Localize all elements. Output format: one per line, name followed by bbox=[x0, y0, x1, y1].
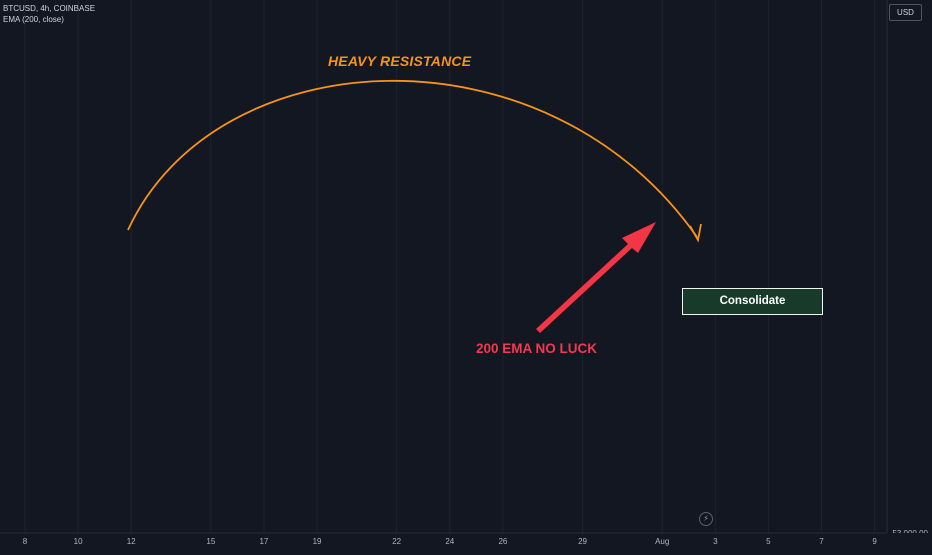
x-tick-label: 19 bbox=[313, 537, 322, 546]
x-tick-label: 15 bbox=[206, 537, 215, 546]
x-tick-label: 8 bbox=[23, 537, 28, 546]
grid bbox=[0, 0, 887, 534]
x-tick-label: 24 bbox=[445, 537, 454, 546]
x-tick-label: Aug bbox=[655, 537, 669, 546]
x-tick-label: 17 bbox=[259, 537, 268, 546]
ema-note-label: 200 EMA NO LUCK bbox=[476, 341, 598, 356]
y-axis-background bbox=[887, 0, 932, 550]
indicator-title: EMA (200, close) bbox=[3, 15, 64, 24]
lightning-icon[interactable]: ⚡ bbox=[699, 512, 713, 526]
x-tick-label: 5 bbox=[766, 537, 771, 546]
heavy-resistance-label: HEAVY RESISTANCE bbox=[328, 53, 472, 69]
resistance-arc bbox=[127, 79, 698, 238]
chart-legend: BTCUSD, 4h, COINBASE EMA (200, close) bbox=[3, 3, 95, 25]
drawings bbox=[127, 79, 702, 333]
symbol-title: BTCUSD, 4h, COINBASE bbox=[3, 4, 96, 13]
ema-arrow bbox=[536, 222, 656, 333]
x-tick-label: 3 bbox=[713, 537, 718, 546]
x-tick-label: 12 bbox=[127, 537, 136, 546]
x-tick-label: 10 bbox=[74, 537, 83, 546]
x-axis-background bbox=[0, 533, 932, 550]
x-tick-label: 26 bbox=[498, 537, 507, 546]
x-tick-label: 29 bbox=[578, 537, 587, 546]
resistance-arc-arrowhead bbox=[689, 223, 702, 243]
x-tick-label: 7 bbox=[819, 537, 824, 546]
x-tick-label: 9 bbox=[872, 537, 877, 546]
x-tick-label: 22 bbox=[392, 537, 401, 546]
consolidate-box: Consolidate bbox=[682, 288, 823, 315]
currency-button[interactable]: USD bbox=[889, 4, 922, 21]
